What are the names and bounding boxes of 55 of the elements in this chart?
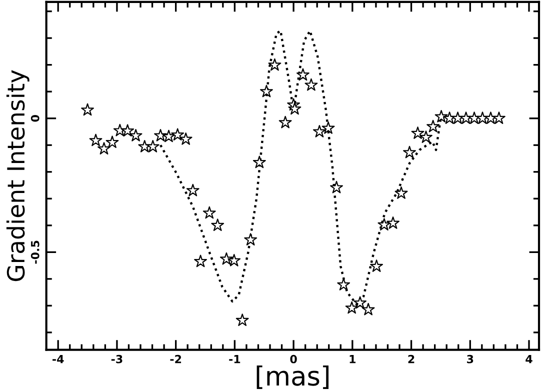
point xyxy=(228,254,241,266)
point xyxy=(354,296,367,309)
x-axis-title: [mas] xyxy=(256,365,329,389)
point xyxy=(138,140,152,152)
point xyxy=(81,103,94,116)
point xyxy=(296,68,310,81)
x-tick-label: 4 xyxy=(526,355,532,364)
point xyxy=(288,102,302,115)
point xyxy=(202,206,216,219)
point xyxy=(211,218,224,231)
point xyxy=(420,130,432,143)
point xyxy=(304,78,318,91)
x-tick-label: -3 xyxy=(111,354,122,364)
x-tick-label: -1 xyxy=(229,355,240,364)
point xyxy=(362,302,375,316)
point xyxy=(89,134,102,146)
point xyxy=(434,110,448,122)
point xyxy=(171,128,184,141)
point xyxy=(146,140,160,152)
point xyxy=(345,301,358,314)
point xyxy=(98,142,110,154)
x-tick-label: 2 xyxy=(408,354,414,364)
point xyxy=(268,58,282,71)
point xyxy=(426,120,440,132)
point xyxy=(322,121,335,134)
point xyxy=(386,216,400,229)
x-tick-label: 0 xyxy=(290,354,297,364)
y-tick-label: -0.5 xyxy=(30,240,40,264)
x-tick-label: 3 xyxy=(467,354,474,364)
point xyxy=(403,146,416,158)
x-tick-label: -4 xyxy=(52,355,64,364)
point xyxy=(337,278,350,290)
y-axis-title: Gradient Intensity xyxy=(6,70,30,282)
point xyxy=(260,84,273,98)
point xyxy=(244,233,258,246)
point xyxy=(378,218,391,230)
point xyxy=(236,314,249,326)
point xyxy=(129,128,142,142)
point xyxy=(411,126,424,139)
point xyxy=(106,136,119,148)
point xyxy=(394,186,408,199)
point xyxy=(179,132,192,145)
point xyxy=(186,184,200,196)
point xyxy=(162,130,176,142)
point xyxy=(312,124,326,138)
point xyxy=(121,124,134,137)
point xyxy=(370,260,384,272)
x-tick-label: 1 xyxy=(350,355,356,364)
point xyxy=(154,128,167,142)
x-tick-label: -2 xyxy=(170,354,182,364)
point xyxy=(492,112,506,124)
point xyxy=(194,254,208,268)
point xyxy=(252,156,266,168)
point xyxy=(278,116,292,128)
point xyxy=(330,180,343,194)
